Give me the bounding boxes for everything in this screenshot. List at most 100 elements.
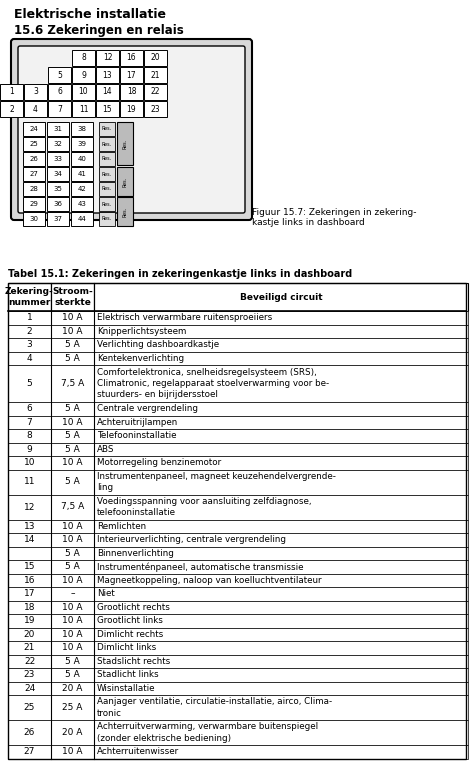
Text: 17: 17 [127,70,137,80]
Bar [51,533,94,547]
Bar [8,745,51,758]
FancyBboxPatch shape [11,39,252,220]
Text: Voedingsspanning voor aansluiting zelfdiagnose,
telefooninstallatie: Voedingsspanning voor aansluiting zelfdi… [97,497,311,517]
Text: Res.: Res. [102,127,112,131]
Text: Res.: Res. [102,172,112,176]
FancyBboxPatch shape [18,46,245,213]
Text: Elektrische installatie: Elektrische installatie [14,8,166,21]
Text: 39: 39 [78,141,86,147]
Bar [48,101,71,117]
Text: Stroom-
sterkte: Stroom- sterkte [52,288,93,307]
Text: 6: 6 [27,404,32,414]
Bar [51,402,94,416]
Bar [94,720,468,745]
Text: Interieurverlichting, centrale vergrendeling: Interieurverlichting, centrale vergrende… [97,535,286,544]
Bar [51,338,94,352]
Text: 10 A: 10 A [62,522,83,531]
Bar [47,152,69,166]
Text: 35: 35 [54,186,63,192]
Bar [51,469,94,495]
Bar [8,442,51,456]
Bar [94,519,468,533]
Text: 3: 3 [33,87,38,97]
Bar [51,325,94,338]
Text: 6: 6 [57,87,62,97]
Text: 20 A: 20 A [62,728,82,737]
Text: 24: 24 [29,126,38,132]
Bar [8,325,51,338]
Text: 25 A: 25 A [62,703,82,712]
Bar [8,519,51,533]
Text: Stadslicht rechts: Stadslicht rechts [97,657,170,666]
Bar [8,655,51,668]
Text: 23: 23 [151,104,160,114]
Bar [94,533,468,547]
Bar [94,745,468,758]
Bar [51,587,94,601]
Text: 30: 30 [29,216,38,222]
Text: 11: 11 [79,104,88,114]
Text: Res.: Res. [102,186,112,192]
Text: 22: 22 [151,87,160,97]
Text: 5 A: 5 A [65,549,80,558]
Bar [51,720,94,745]
Text: 5: 5 [27,379,32,388]
Text: 42: 42 [78,186,86,192]
Bar [94,668,468,682]
Text: Telefooninstallatie: Telefooninstallatie [97,431,176,441]
Text: 20 A: 20 A [62,684,82,693]
Bar [120,84,143,100]
Bar [94,365,468,402]
Text: 8: 8 [81,53,86,63]
Text: Dimlicht rechts: Dimlicht rechts [97,630,163,638]
Text: 5 A: 5 A [65,431,80,441]
Bar [94,442,468,456]
Bar [8,695,51,720]
Bar [51,628,94,641]
Text: 16: 16 [24,576,35,584]
Text: 37: 37 [54,216,63,222]
Text: 15.6 Zekeringen en relais: 15.6 Zekeringen en relais [14,24,184,37]
Text: Instrumentenpaneel, magneet keuzehendelvergrende-
ling: Instrumentenpaneel, magneet keuzehendelv… [97,472,336,492]
Bar [71,152,93,166]
Text: 9: 9 [81,70,86,80]
Text: 18: 18 [127,87,136,97]
Text: 13: 13 [103,70,112,80]
Text: 13: 13 [24,522,35,531]
Text: 15: 15 [24,562,35,571]
Text: Figuur 15.7: Zekeringen in zekering-
kastje links in dashboard: Figuur 15.7: Zekeringen in zekering- kas… [252,208,417,227]
Bar [23,137,45,151]
Bar [0,84,23,100]
Bar [8,533,51,547]
Bar [23,182,45,196]
Bar [23,122,45,136]
Bar [47,167,69,181]
Text: Comfortelektronica, snelheidsregelsysteem (SRS),
Climatronic, regelapparaat stoe: Comfortelektronica, snelheidsregelsystee… [97,368,329,399]
Bar [8,614,51,628]
Bar [94,311,468,325]
Bar [51,682,94,695]
Text: 20: 20 [151,53,160,63]
Bar [71,137,93,151]
Bar [94,547,468,560]
Bar [8,456,51,469]
Text: Centrale vergrendeling: Centrale vergrendeling [97,404,198,414]
Text: 27: 27 [29,171,38,177]
Text: 5 A: 5 A [65,354,80,363]
Text: 10 A: 10 A [62,630,83,638]
Bar [51,655,94,668]
Text: 21: 21 [24,643,35,652]
Text: 28: 28 [29,186,38,192]
Text: Niet: Niet [97,589,115,598]
Text: Res.: Res. [122,138,128,148]
Bar [94,469,468,495]
Bar [99,152,115,166]
Text: Wisinstallatie: Wisinstallatie [97,684,155,693]
Bar [94,283,468,311]
Bar [94,614,468,628]
Bar [72,50,95,66]
Text: 10: 10 [24,458,35,467]
Text: 25: 25 [29,141,38,147]
Text: 2: 2 [9,104,14,114]
Text: 14: 14 [24,535,35,544]
